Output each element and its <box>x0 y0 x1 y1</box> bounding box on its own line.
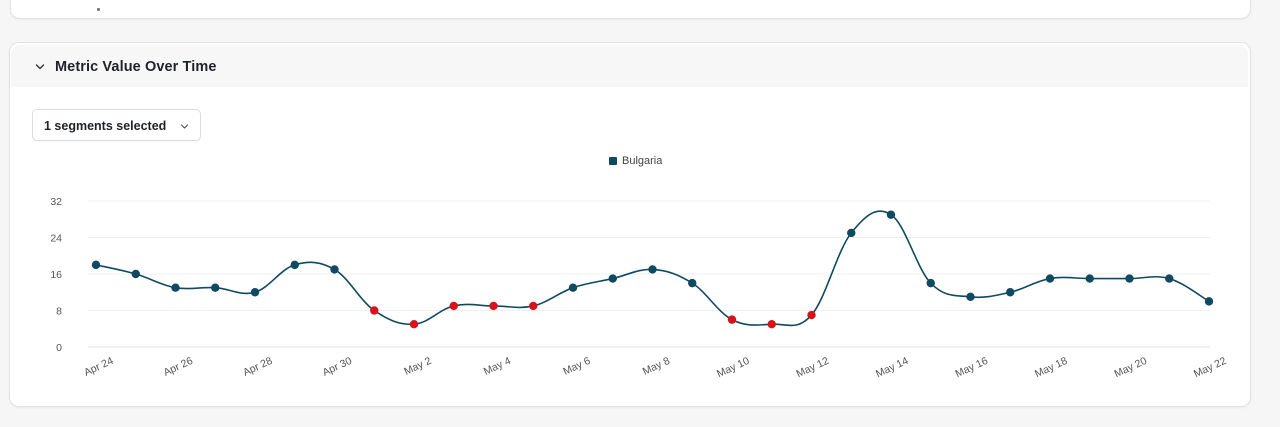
y-tick-label: 16 <box>50 269 62 281</box>
data-point[interactable] <box>1085 274 1094 283</box>
anomaly-point[interactable] <box>727 315 737 324</box>
legend-label: Bulgaria <box>622 155 663 167</box>
y-tick-label: 8 <box>56 306 62 318</box>
data-point[interactable] <box>1125 274 1134 283</box>
x-tick-label: May 12 <box>794 355 830 380</box>
x-tick-label: May 6 <box>561 355 592 378</box>
data-point[interactable] <box>330 265 339 274</box>
anomaly-point[interactable] <box>529 301 538 311</box>
data-point[interactable] <box>91 260 101 270</box>
data-point[interactable] <box>1006 288 1015 297</box>
series-line-bulgaria <box>95 210 1210 327</box>
x-tick-label: May 22 <box>1192 355 1228 380</box>
data-point[interactable] <box>211 283 220 292</box>
chevron-down-icon[interactable] <box>35 63 45 71</box>
x-tick-label: May 10 <box>715 355 751 380</box>
x-tick-label: May 14 <box>874 355 910 380</box>
segments-dropdown[interactable]: 1 segments selected <box>32 109 201 141</box>
x-tick-label: Apr 26 <box>162 355 195 379</box>
data-point[interactable] <box>688 278 697 288</box>
y-tick-label: 24 <box>50 233 62 245</box>
chart-legend[interactable]: Bulgaria <box>609 154 662 168</box>
x-tick-label: May 2 <box>402 355 433 378</box>
data-point[interactable] <box>608 274 617 283</box>
data-point[interactable] <box>131 269 140 279</box>
data-point[interactable] <box>1165 274 1174 283</box>
x-tick-label: May 16 <box>953 355 989 380</box>
x-tick-label: May 20 <box>1112 355 1148 380</box>
anomaly-point[interactable] <box>449 301 458 311</box>
previous-panel-card <box>10 0 1251 19</box>
data-point[interactable] <box>290 260 299 270</box>
chevron-down-icon <box>180 124 189 129</box>
anomaly-point[interactable] <box>489 301 498 311</box>
data-point[interactable] <box>1204 297 1214 306</box>
data-point[interactable] <box>250 288 260 297</box>
x-tick-label: May 18 <box>1033 355 1069 380</box>
x-tick-label: May 8 <box>641 355 672 378</box>
anomaly-point[interactable] <box>409 319 419 329</box>
y-tick-label: 0 <box>56 342 62 354</box>
data-point[interactable] <box>1045 274 1055 283</box>
panel-title: Metric Value Over Time <box>55 59 217 75</box>
x-tick-label: Apr 24 <box>82 355 115 379</box>
data-point[interactable] <box>171 283 180 292</box>
data-point[interactable] <box>926 278 935 288</box>
x-tick-label: Apr 30 <box>321 355 354 379</box>
data-point[interactable] <box>568 283 578 292</box>
data-point[interactable] <box>648 265 657 274</box>
segments-dropdown-label: 1 segments selected <box>44 119 167 133</box>
data-point[interactable] <box>966 292 975 302</box>
anomaly-point[interactable] <box>767 319 776 329</box>
x-tick-label: Apr 28 <box>241 355 274 379</box>
anomaly-point[interactable] <box>370 306 379 315</box>
data-point[interactable] <box>886 210 896 219</box>
previous-panel-fragment <box>97 8 100 11</box>
panel-header[interactable]: Metric Value Over Time <box>11 45 1248 87</box>
x-tick-label: May 4 <box>482 355 513 378</box>
data-point[interactable] <box>847 228 856 238</box>
y-tick-label: 32 <box>50 196 62 208</box>
legend-swatch <box>609 157 617 165</box>
metric-panel: Metric Value Over Time 1 segments select… <box>9 42 1251 407</box>
anomaly-point[interactable] <box>807 310 816 320</box>
